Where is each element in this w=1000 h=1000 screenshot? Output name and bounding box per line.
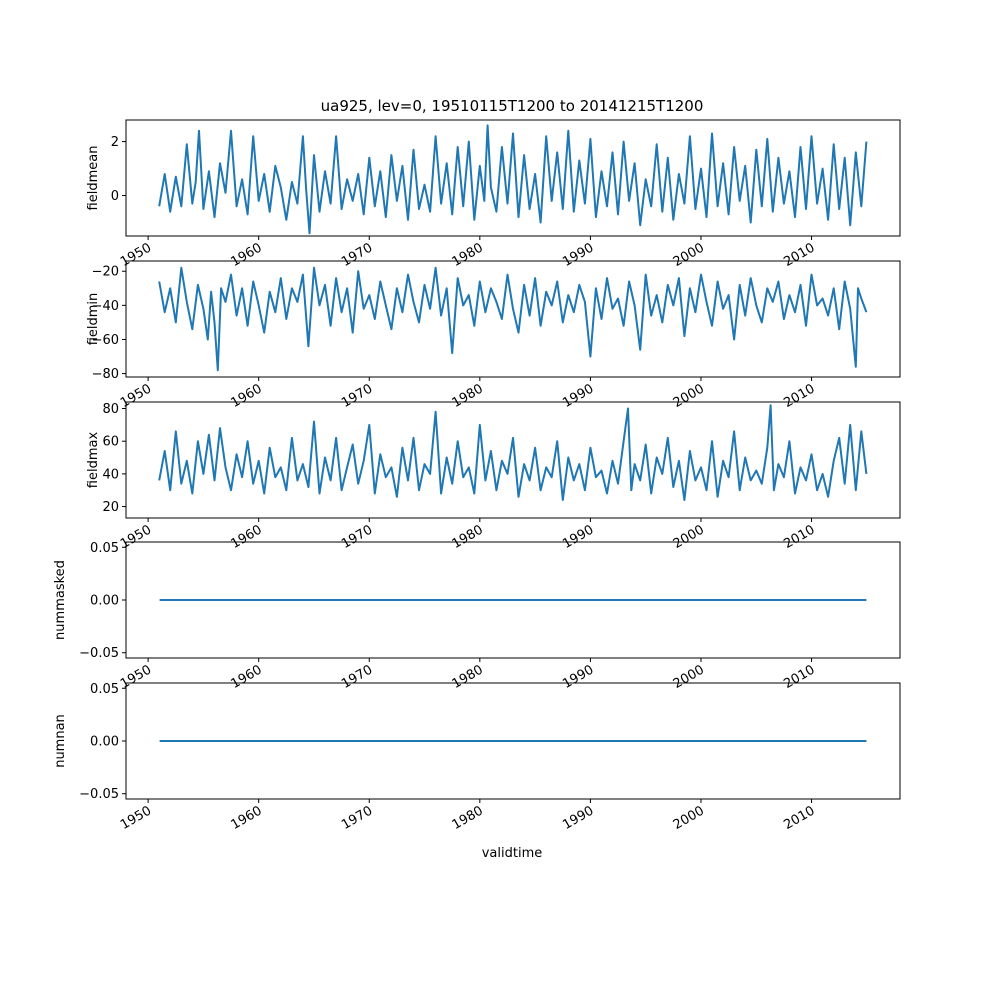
y-axis-label: fieldmin bbox=[86, 293, 101, 346]
x-tick-label: 2010 bbox=[781, 381, 817, 411]
y-tick-label: 80 bbox=[102, 402, 119, 417]
x-axis-label: validtime bbox=[482, 846, 543, 861]
x-tick-label: 1970 bbox=[339, 240, 375, 270]
chart-title: ua925, lev=0, 19510115T1200 to 20141215T… bbox=[321, 97, 704, 115]
x-tick-label: 1970 bbox=[339, 803, 375, 833]
axes-frame bbox=[125, 401, 901, 519]
y-tick-label: 40 bbox=[102, 467, 119, 482]
x-tick-label: 1980 bbox=[450, 522, 486, 552]
x-tick-label: 2000 bbox=[671, 662, 707, 692]
x-tick-label: 1950 bbox=[118, 240, 154, 270]
x-tick-label: 1990 bbox=[560, 381, 596, 411]
x-tick-label: 1970 bbox=[339, 522, 375, 552]
y-tick-label: 20 bbox=[102, 500, 119, 515]
axes-frame bbox=[125, 119, 901, 237]
x-tick-label: 1980 bbox=[450, 662, 486, 692]
x-tick-label: 2000 bbox=[671, 240, 707, 270]
x-tick-label: 2000 bbox=[671, 522, 707, 552]
axes-frame bbox=[125, 260, 901, 378]
panel-fieldmin: −80 −60 −40 −20 fieldmin 1950 1960 1970 1980 1990… bbox=[86, 260, 901, 411]
y-tick-label: 60 bbox=[102, 435, 119, 450]
y-tick-label: 0.00 bbox=[90, 735, 119, 750]
y-tick-label: −80 bbox=[92, 367, 119, 382]
y-tick-label: 0 bbox=[111, 189, 119, 204]
x-tick-label: 1960 bbox=[229, 662, 265, 692]
y-tick-label: 0.05 bbox=[90, 541, 119, 556]
x-tick-label: 2000 bbox=[671, 381, 707, 411]
x-tick-label: 1980 bbox=[450, 803, 486, 833]
panel-fieldmean: 0 2 fieldmean 1950 1960 1970 1980 1990 2000 2010 bbox=[86, 119, 901, 270]
y-axis-label: nummasked bbox=[53, 560, 68, 640]
series-line-fieldmean bbox=[158, 124, 868, 235]
x-tick-label: 1980 bbox=[450, 381, 486, 411]
panel-numnan: −0.05 0.00 0.05 numnan 1950 1960 1970 1980 1990 2… bbox=[53, 682, 901, 833]
y-axis-label: fieldmean bbox=[86, 146, 101, 211]
x-tick-label: 1980 bbox=[450, 240, 486, 270]
x-tick-label: 2010 bbox=[781, 662, 817, 692]
y-tick-label: −0.05 bbox=[79, 787, 119, 802]
x-tick-label: 1960 bbox=[229, 240, 265, 270]
x-tick-label: 1950 bbox=[118, 662, 154, 692]
x-tick-label: 1990 bbox=[560, 803, 596, 833]
x-tick-label: 1990 bbox=[560, 662, 596, 692]
x-tick-label: 1960 bbox=[229, 522, 265, 552]
x-tick-label: 2010 bbox=[781, 240, 817, 270]
x-tick-label: 1960 bbox=[229, 381, 265, 411]
x-tick-label: 1990 bbox=[560, 240, 596, 270]
y-tick-label: 0.00 bbox=[90, 594, 119, 609]
x-tick-label: 1970 bbox=[339, 662, 375, 692]
y-axis-label: fieldmax bbox=[86, 432, 101, 489]
y-tick-label: 0.05 bbox=[90, 682, 119, 697]
x-tick-label: 1950 bbox=[118, 381, 154, 411]
x-tick-label: 2000 bbox=[671, 803, 707, 833]
y-axis-label: numnan bbox=[53, 714, 68, 768]
y-tick-label: −40 bbox=[92, 299, 119, 314]
y-tick-label: 2 bbox=[111, 135, 119, 150]
x-tick-label: 1970 bbox=[339, 381, 375, 411]
x-tick-label: 2010 bbox=[781, 522, 817, 552]
x-tick-label: 1950 bbox=[118, 803, 154, 833]
y-tick-label: −20 bbox=[92, 265, 119, 280]
x-tick-label: 1960 bbox=[229, 803, 265, 833]
series-line-fieldmin bbox=[158, 266, 868, 372]
y-tick-label: −60 bbox=[92, 333, 119, 348]
y-tick-label: −0.05 bbox=[79, 646, 119, 661]
x-tick-label: 1990 bbox=[560, 522, 596, 552]
series-line-fieldmax bbox=[158, 404, 868, 501]
x-tick-label: 2010 bbox=[781, 803, 817, 833]
panel-nummasked: −0.05 0.00 0.05 nummasked 1950 1960 1970 1980 19… bbox=[53, 541, 901, 692]
